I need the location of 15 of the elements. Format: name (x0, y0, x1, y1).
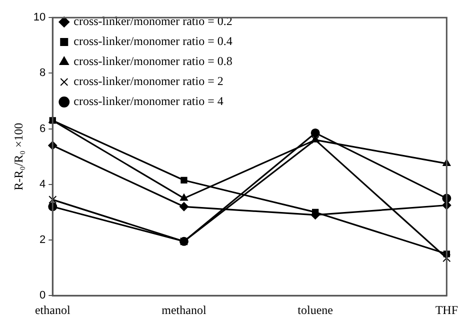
legend-label: cross-linker/monomer ratio = 2 (74, 74, 224, 88)
y-tick-label: 6 (40, 122, 46, 135)
y-tick-label: 10 (33, 12, 46, 24)
legend-label: cross-linker/monomer ratio = 4 (74, 94, 224, 108)
x-tick-label: toluene (298, 302, 333, 317)
x-tick-label: methanol (162, 302, 207, 317)
y-tick-label: 4 (40, 178, 46, 190)
legend-label: cross-linker/monomer ratio = 0.8 (74, 54, 232, 68)
y-tick-label: 2 (40, 234, 46, 246)
y-axis-title: R-R₀/R₀ ×100 (11, 122, 26, 190)
y-tick-label: 0 (40, 290, 46, 302)
legend-label: cross-linker/monomer ratio = 0.4 (74, 34, 232, 48)
x-tick-label: THF (435, 302, 458, 317)
x-tick-label: ethanol (34, 302, 71, 317)
y-tick-label: 8 (40, 67, 46, 80)
